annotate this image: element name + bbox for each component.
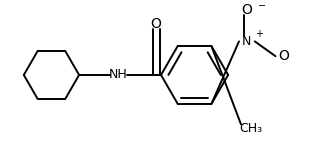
Text: O: O (241, 3, 252, 17)
Text: O: O (278, 49, 289, 63)
Text: −: − (258, 1, 266, 11)
Text: N: N (242, 35, 251, 48)
Text: NH: NH (109, 69, 128, 81)
Text: +: + (255, 29, 263, 40)
Text: CH₃: CH₃ (239, 122, 262, 135)
Text: O: O (151, 17, 162, 31)
